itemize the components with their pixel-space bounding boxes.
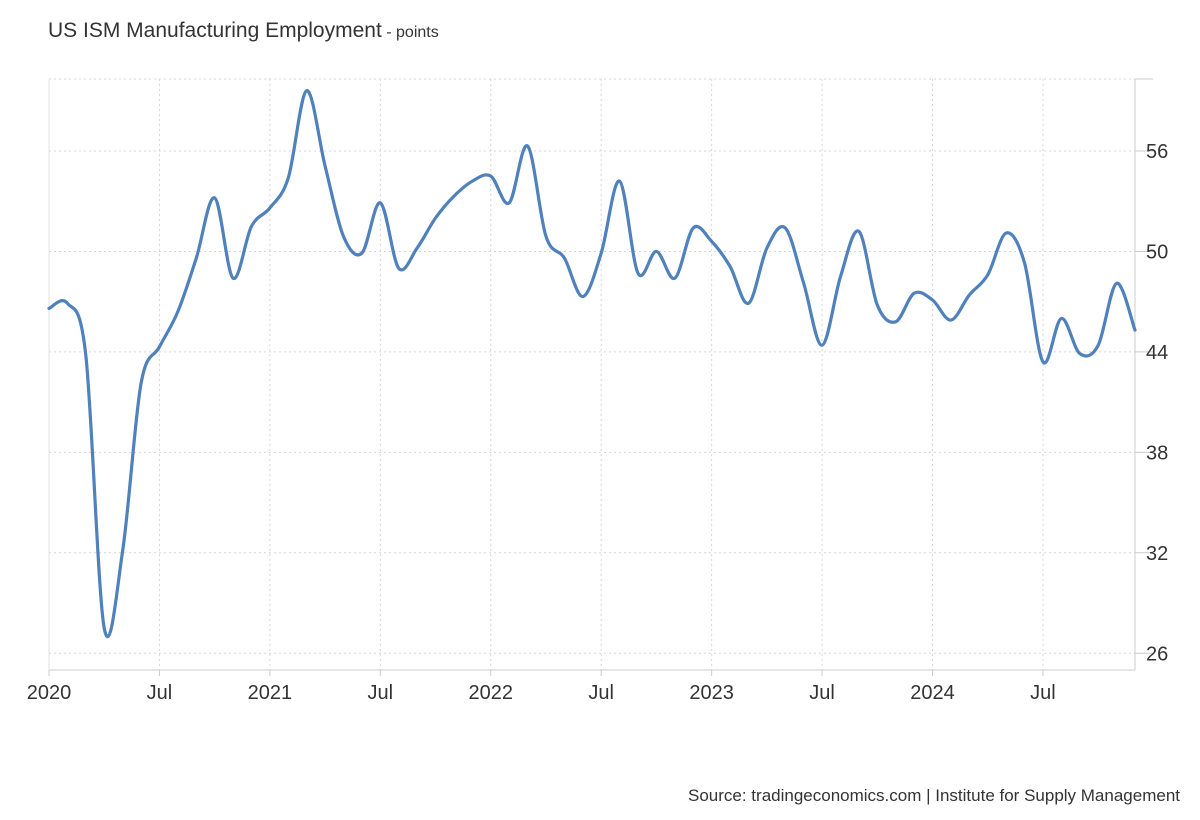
x-tick-label: Jul <box>147 682 173 704</box>
x-tick-label: 2020 <box>27 682 72 704</box>
x-tick-label: 2022 <box>469 682 514 704</box>
y-tick-label: 56 <box>1146 141 1168 163</box>
y-tick-label: 38 <box>1146 442 1168 464</box>
source-note: Source: tradingeconomics.com | Institute… <box>688 786 1180 806</box>
x-tick-label: 2023 <box>689 682 734 704</box>
x-tick-label: Jul <box>809 682 835 704</box>
y-tick-label: 50 <box>1146 241 1168 263</box>
x-tick-label: Jul <box>588 682 614 704</box>
x-tick-label: Jul <box>1030 682 1056 704</box>
x-tick-label: 2024 <box>910 682 955 704</box>
x-tick-label: 2021 <box>248 682 293 704</box>
x-tick-label: Jul <box>368 682 394 704</box>
y-tick-label: 26 <box>1146 643 1168 665</box>
series-line <box>49 91 1135 637</box>
y-tick-label: 32 <box>1146 543 1168 565</box>
y-tick-label: 44 <box>1146 342 1168 364</box>
